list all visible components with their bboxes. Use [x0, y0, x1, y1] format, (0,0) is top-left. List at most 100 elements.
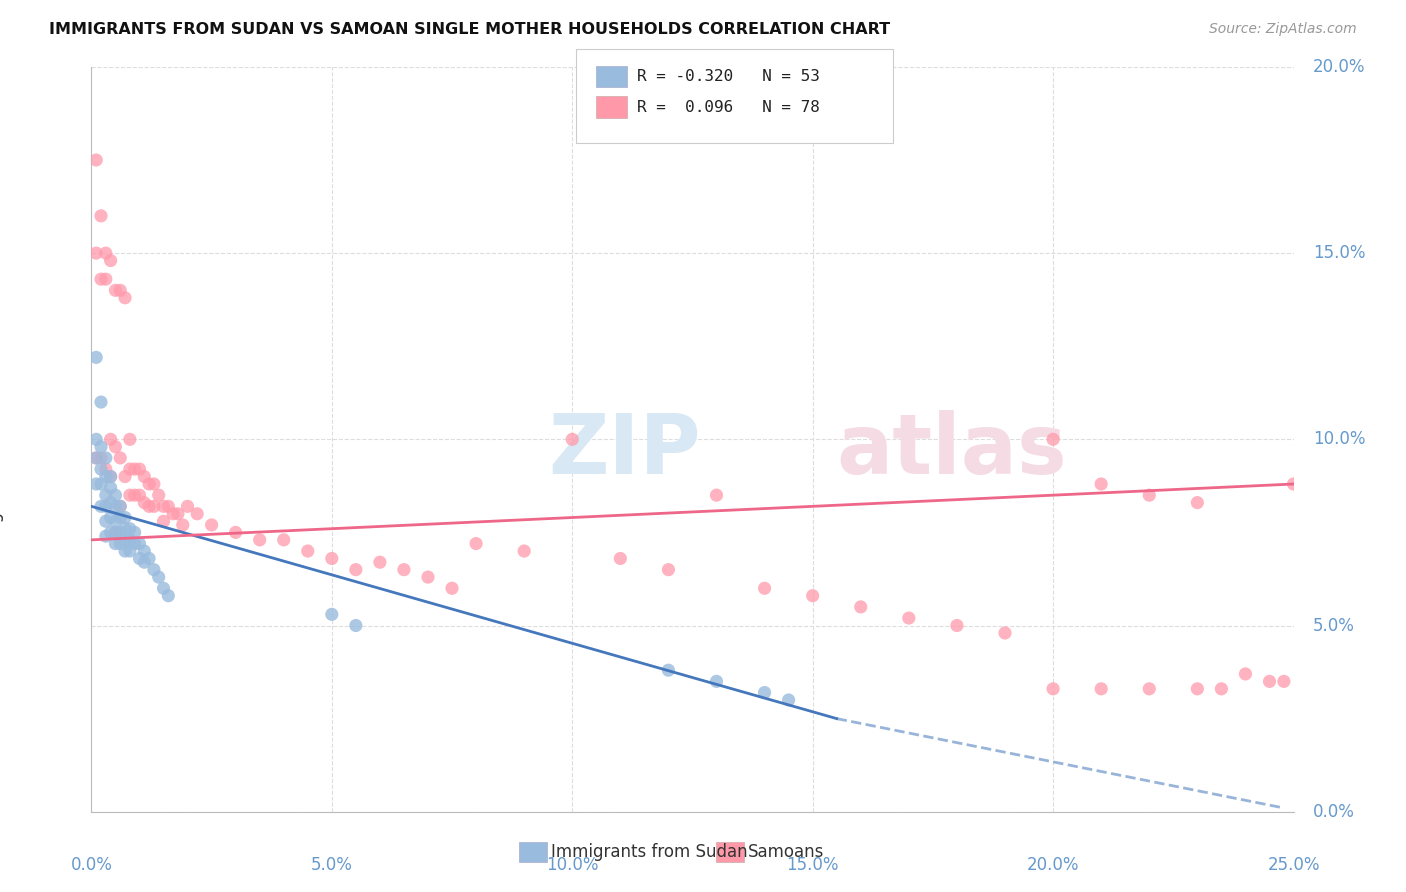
Point: [176, 500, 198, 514]
Point: [90, 272, 112, 286]
Point: [90, 500, 112, 514]
Point: [134, 469, 156, 483]
Point: [1272, 674, 1295, 689]
Point: [249, 533, 271, 547]
Text: R = -0.320   N = 53: R = -0.320 N = 53: [637, 70, 820, 84]
Point: [100, 469, 122, 483]
Point: [994, 626, 1017, 640]
Point: [124, 488, 146, 502]
Point: [100, 253, 122, 268]
Point: [778, 693, 800, 707]
Point: [104, 283, 127, 297]
Text: atlas: atlas: [837, 410, 1067, 491]
Point: [114, 510, 136, 524]
Point: [1282, 477, 1305, 491]
Point: [100, 481, 122, 495]
Point: [94, 500, 117, 514]
Point: [104, 440, 127, 454]
Point: [1211, 681, 1233, 696]
Point: [94, 514, 117, 528]
Point: [134, 544, 156, 558]
Point: [706, 674, 728, 689]
Point: [657, 663, 679, 677]
Point: [152, 582, 174, 596]
Point: [100, 469, 122, 483]
Point: [138, 551, 160, 566]
Point: [94, 529, 117, 543]
Point: [1187, 681, 1209, 696]
Point: [157, 589, 180, 603]
Point: [1090, 681, 1112, 696]
Point: [1090, 477, 1112, 491]
Point: [1234, 667, 1257, 681]
Point: [124, 462, 146, 476]
Text: 15.0%: 15.0%: [1313, 244, 1365, 262]
Point: [118, 462, 141, 476]
Point: [134, 555, 156, 569]
Point: [104, 536, 127, 550]
Point: [897, 611, 920, 625]
Point: [148, 488, 170, 502]
Point: [368, 555, 391, 569]
Point: [114, 533, 136, 547]
Point: [561, 432, 583, 446]
Point: [946, 618, 969, 632]
Point: [162, 507, 184, 521]
Point: [321, 607, 343, 622]
Point: [118, 533, 141, 547]
Text: 10.0%: 10.0%: [546, 856, 599, 874]
Text: ZIP: ZIP: [548, 410, 700, 491]
Point: [273, 533, 295, 547]
Point: [110, 500, 132, 514]
Point: [128, 536, 150, 550]
Point: [1042, 681, 1064, 696]
Point: [110, 510, 132, 524]
Point: [157, 500, 180, 514]
Text: 10.0%: 10.0%: [1313, 430, 1365, 449]
Point: [344, 618, 367, 632]
Point: [1137, 488, 1160, 502]
Point: [94, 488, 117, 502]
Point: [110, 500, 132, 514]
Text: 15.0%: 15.0%: [786, 856, 839, 874]
Point: [104, 525, 127, 540]
Point: [94, 246, 117, 260]
Point: [114, 291, 136, 305]
Point: [90, 477, 112, 491]
Point: [138, 500, 160, 514]
Point: [90, 440, 112, 454]
Point: [465, 536, 488, 550]
Point: [100, 495, 122, 509]
Text: 0.0%: 0.0%: [1313, 803, 1354, 821]
Point: [104, 488, 127, 502]
Point: [118, 544, 141, 558]
Point: [90, 395, 112, 409]
Point: [1137, 681, 1160, 696]
Text: 25.0%: 25.0%: [1267, 856, 1320, 874]
Text: 20.0%: 20.0%: [1313, 58, 1365, 76]
Point: [297, 544, 319, 558]
Text: Immigrants from Sudan: Immigrants from Sudan: [551, 843, 748, 861]
Point: [124, 525, 146, 540]
Point: [94, 272, 117, 286]
Point: [90, 450, 112, 465]
Point: [754, 685, 776, 699]
Point: [1187, 495, 1209, 509]
Point: [513, 544, 536, 558]
Point: [124, 536, 146, 550]
Point: [94, 462, 117, 476]
Point: [392, 563, 415, 577]
Point: [416, 570, 439, 584]
Point: [114, 544, 136, 558]
Point: [609, 551, 631, 566]
Point: [114, 469, 136, 483]
Text: R =  0.096   N = 78: R = 0.096 N = 78: [637, 100, 820, 114]
Point: [440, 582, 463, 596]
Point: [134, 495, 156, 509]
Point: [110, 283, 132, 297]
Point: [142, 500, 165, 514]
Point: [104, 525, 127, 540]
Point: [321, 551, 343, 566]
Point: [118, 488, 141, 502]
Point: [1042, 432, 1064, 446]
